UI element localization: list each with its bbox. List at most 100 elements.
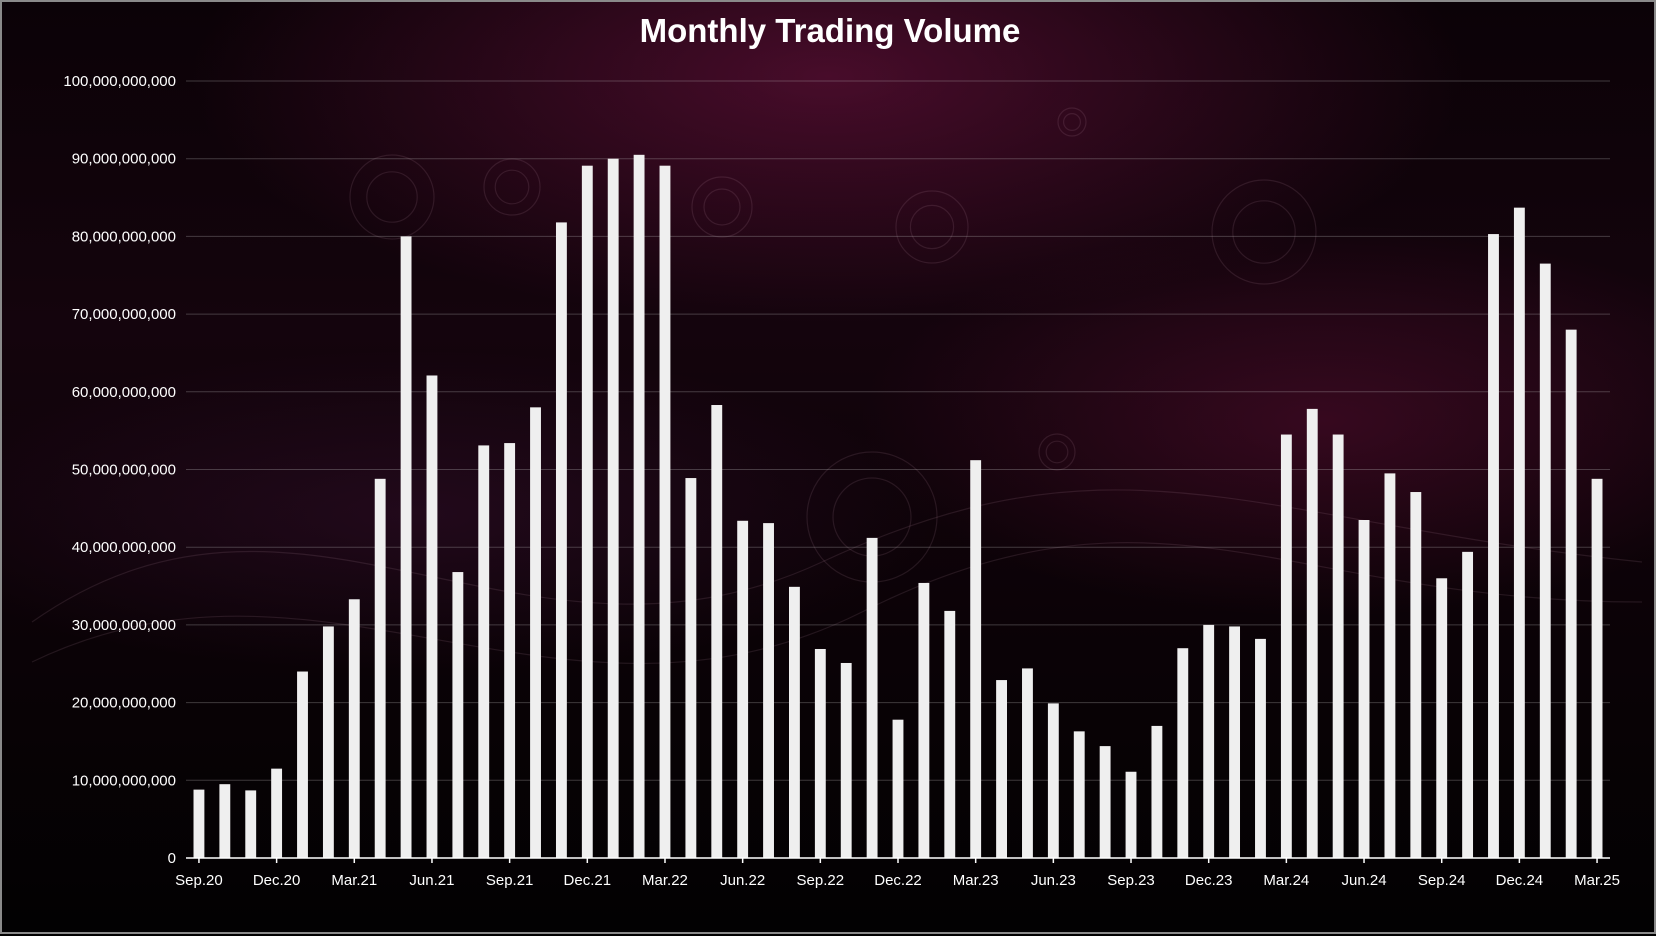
bar-Dec.23 <box>1203 624 1215 858</box>
bar-Oct.20 <box>219 784 231 858</box>
bar-Jun.24 <box>1358 520 1370 858</box>
bar-Jul.24 <box>1384 473 1396 858</box>
bar-Jun.21 <box>426 375 438 858</box>
bar-Jun.23 <box>1047 703 1059 858</box>
y-tick-label: 20,000,000,000 <box>72 695 176 712</box>
bar-Dec.21 <box>581 165 593 858</box>
x-tick-label: Dec.20 <box>253 872 301 889</box>
y-tick-label: 80,000,000,000 <box>72 228 176 245</box>
bar-May.23 <box>1022 668 1033 858</box>
x-tick-label: Sep.23 <box>1107 872 1155 889</box>
x-tick-label: Mar.23 <box>953 872 999 889</box>
bar-May.24 <box>1332 434 1344 858</box>
x-tick-label: Jun.23 <box>1031 872 1076 889</box>
bar-Mar.23 <box>970 460 982 858</box>
bar-Sep.23 <box>1125 771 1137 858</box>
bar-Jul.21 <box>452 572 464 858</box>
bar-Aug.22 <box>789 586 800 858</box>
y-tick-label: 50,000,000,000 <box>72 462 176 479</box>
bar-Sep.24 <box>1436 578 1448 858</box>
bar-May.22 <box>711 405 723 858</box>
bar-Mar.24 <box>1280 434 1292 858</box>
x-tick-label: Dec.23 <box>1185 872 1233 889</box>
bar-Jul.23 <box>1073 731 1085 858</box>
bar-Nov.24 <box>1488 234 1499 858</box>
x-tick-label: Sep.24 <box>1418 872 1466 889</box>
x-tick-label: Mar.21 <box>331 872 377 889</box>
decor-ring <box>1211 179 1317 285</box>
x-tick-label: Sep.22 <box>797 872 845 889</box>
x-tick-label: Sep.21 <box>486 872 534 889</box>
bar-Feb.22 <box>633 154 645 858</box>
y-tick-label: 100,000,000,000 <box>63 73 176 90</box>
gridlines <box>186 80 1610 781</box>
bar-Sep.20 <box>193 789 205 858</box>
bar-Jun.22 <box>737 520 749 858</box>
x-tick-label: Jun.21 <box>409 872 454 889</box>
x-tick-label: Mar.25 <box>1574 872 1620 889</box>
bar-Apr.24 <box>1306 408 1318 858</box>
decor-wave <box>31 489 1643 623</box>
bar-Feb.21 <box>322 626 334 858</box>
decor-ring <box>1057 107 1087 137</box>
bar-Nov.21 <box>555 222 567 858</box>
bar-Oct.23 <box>1151 725 1163 858</box>
bar-Jan.21 <box>297 671 308 858</box>
bar-Mar.22 <box>659 165 671 858</box>
x-tick-label: Sep.20 <box>175 872 223 889</box>
bar-series <box>193 154 1603 859</box>
bar-May.21 <box>400 236 412 858</box>
bar-Dec.20 <box>271 768 283 858</box>
y-tick-label: 0 <box>168 850 176 867</box>
decor-ring <box>1062 112 1081 131</box>
bar-Aug.21 <box>478 445 490 858</box>
bar-Oct.21 <box>530 407 541 858</box>
x-tick-label: Jun.24 <box>1342 872 1387 889</box>
x-axis-tick-labels: Sep.20 Dec.20 Mar.21 Jun.21 Sep.21 Dec.21 Mar.… <box>175 858 1620 889</box>
decor-ring <box>349 154 435 240</box>
bar-Jul.22 <box>763 523 774 858</box>
x-tick-label: Dec.24 <box>1496 872 1544 889</box>
bar-Oct.22 <box>840 662 852 858</box>
bar-Nov.22 <box>866 537 878 858</box>
decor-ring <box>366 171 418 223</box>
bar-Aug.23 <box>1099 746 1111 858</box>
background-decoration <box>31 107 1643 665</box>
bar-Dec.22 <box>892 719 904 858</box>
bar-Oct.24 <box>1462 551 1474 858</box>
y-tick-label: 60,000,000,000 <box>72 384 176 401</box>
decor-ring <box>909 204 955 250</box>
decor-ring <box>1045 440 1069 464</box>
x-tick-label: Dec.22 <box>874 872 922 889</box>
decor-ring <box>494 169 530 205</box>
bar-Apr.21 <box>374 478 386 858</box>
decor-ring <box>1038 433 1076 471</box>
decor-ring <box>691 176 753 238</box>
bar-Aug.24 <box>1410 492 1422 858</box>
y-tick-label: 40,000,000,000 <box>72 539 176 556</box>
x-tick-label: Dec.21 <box>564 872 612 889</box>
bar-Nov.20 <box>245 790 257 858</box>
bar-Dec.24 <box>1513 207 1525 858</box>
x-tick-label: Jun.22 <box>720 872 765 889</box>
bar-Apr.22 <box>685 478 697 858</box>
bar-Jan.23 <box>918 582 930 858</box>
bar-Sep.21 <box>504 443 516 858</box>
x-tick-label: Mar.24 <box>1263 872 1309 889</box>
bar-Feb.24 <box>1255 638 1266 858</box>
y-tick-label: 90,000,000,000 <box>72 151 176 168</box>
decor-ring <box>1232 200 1296 264</box>
chart-title: Monthly Trading Volume <box>640 12 1021 49</box>
decor-ring <box>703 188 741 226</box>
bar-Nov.23 <box>1177 648 1189 858</box>
decor-wave <box>31 542 1643 665</box>
y-axis-tick-labels: 0 10,000,000,000 20,000,000,000 30,000,000,… <box>63 73 176 867</box>
bar-Jan.24 <box>1229 626 1241 858</box>
x-tick-label: Mar.22 <box>642 872 688 889</box>
bar-Feb.25 <box>1565 329 1577 858</box>
y-tick-label: 70,000,000,000 <box>72 306 176 323</box>
y-tick-label: 10,000,000,000 <box>72 772 176 789</box>
decor-ring <box>483 158 541 216</box>
bar-Sep.22 <box>814 648 826 858</box>
